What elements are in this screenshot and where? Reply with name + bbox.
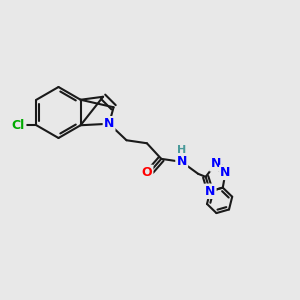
Text: H: H [177,146,186,155]
Text: N: N [205,185,215,198]
Text: N: N [210,158,221,170]
Text: N: N [104,117,114,130]
Text: O: O [142,166,152,179]
Text: N: N [176,155,187,168]
Text: N: N [220,166,231,179]
Text: Cl: Cl [12,119,25,132]
